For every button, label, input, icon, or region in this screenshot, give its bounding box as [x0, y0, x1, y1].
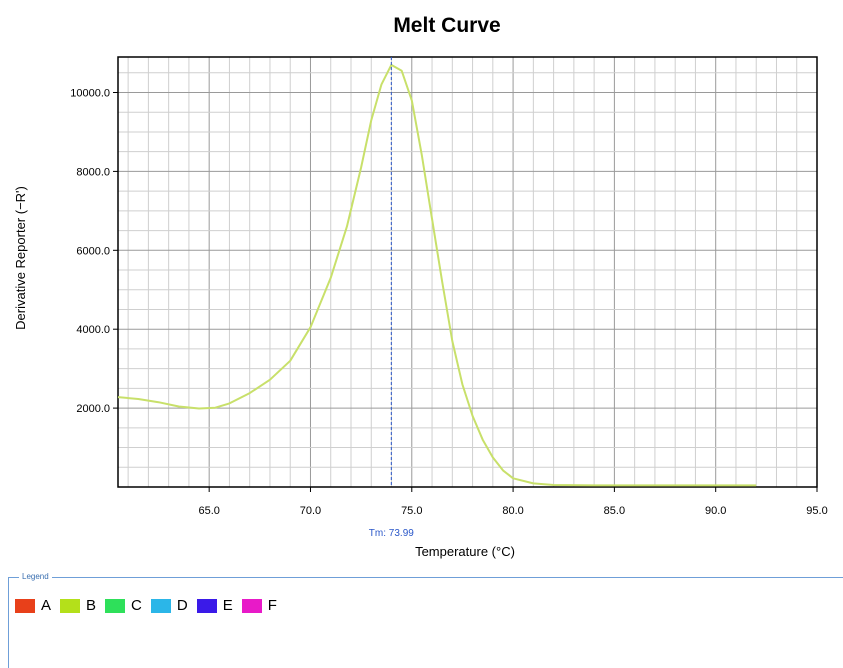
tm-label: Tm: 73.99: [369, 528, 414, 539]
chart-title: Melt Curve: [393, 14, 500, 37]
grid: [118, 57, 817, 487]
x-tick-label: 85.0: [604, 505, 625, 517]
x-tick-label: 70.0: [300, 505, 321, 517]
legend-swatch: [60, 599, 81, 613]
legend-label: F: [267, 597, 277, 614]
y-axis-label: Derivative Reporter (−R'): [13, 186, 28, 330]
legend-label: E: [222, 597, 233, 614]
x-tick-label: 90.0: [705, 505, 726, 517]
legend-item: B: [60, 598, 96, 614]
y-tick-label: 8000.0: [76, 166, 110, 178]
series-layer: [117, 63, 757, 487]
axes: 65.0 70.0 75.0 80.0 85.0 90.0 95.0 2000.0 4000.0…: [70, 88, 827, 517]
y-tick-label: 2000.0: [76, 403, 110, 415]
x-tick-label: 80.0: [502, 505, 523, 517]
melt-curve-chart: Melt Curve 65.0 70.0 75.0 80.0 85.0 90.0 95.0 2…: [13, 14, 828, 559]
legend-title: Legend: [19, 571, 52, 583]
legend-items: A B C D E F: [15, 598, 286, 614]
legend-swatch: [150, 599, 171, 613]
y-tick-label: 10000.0: [70, 88, 110, 100]
y-tick-label: 4000.0: [76, 324, 110, 336]
tm-marker-layer: Tm: 73.99: [369, 57, 414, 539]
x-tick-label: 75.0: [401, 505, 422, 517]
x-tick-label: 65.0: [198, 505, 219, 517]
legend-item: E: [196, 597, 233, 614]
legend-swatch: [196, 599, 217, 613]
legend-label: D: [176, 597, 188, 614]
legend-label: A: [41, 597, 52, 614]
legend-swatch: [241, 599, 262, 613]
plot-frame: [117, 56, 818, 488]
legend-item: D: [150, 597, 188, 614]
legend-item: A: [15, 598, 51, 614]
melt-curve-line: [117, 63, 757, 487]
legend-item: F: [241, 597, 277, 614]
legend-swatch: [15, 599, 35, 613]
legend-panel: Legend A B C D E F: [8, 571, 843, 668]
legend-label: C: [131, 597, 142, 614]
legend-swatch: [105, 599, 126, 613]
legend-label: B: [86, 597, 97, 614]
x-tick-label: 95.0: [806, 505, 827, 517]
y-tick-label: 6000.0: [76, 245, 110, 257]
x-axis-label: Temperature (°C): [415, 544, 515, 559]
legend-item: C: [105, 598, 142, 614]
